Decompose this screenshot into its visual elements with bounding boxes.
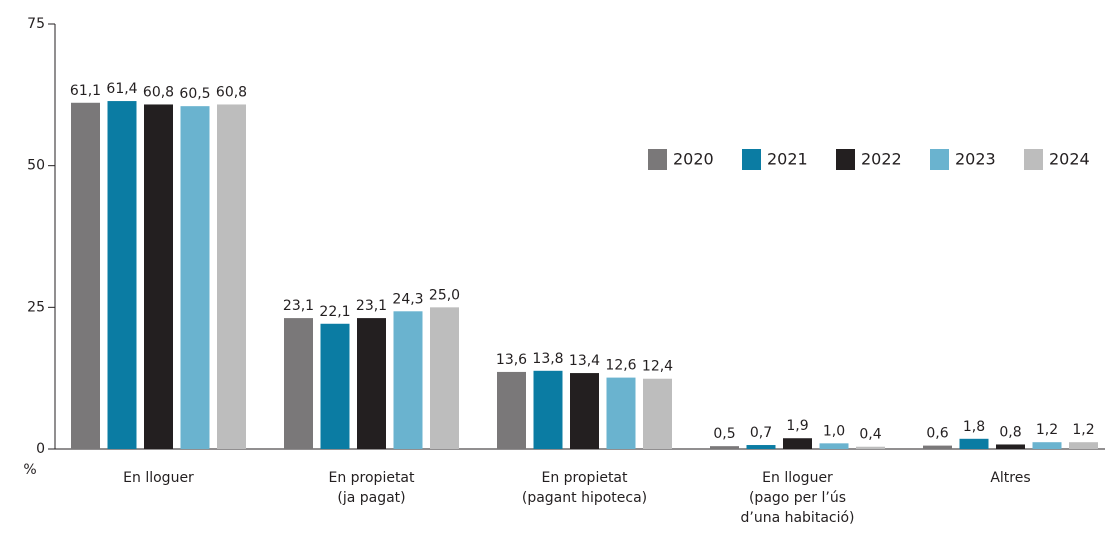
- bar: [710, 446, 739, 449]
- value-label: 60,8: [216, 84, 247, 100]
- legend-swatch: [648, 149, 667, 170]
- value-label: 23,1: [283, 298, 314, 314]
- bar: [357, 318, 386, 449]
- bar: [1032, 442, 1062, 449]
- legend-swatch: [836, 149, 855, 170]
- legend-label: 2024: [1049, 150, 1090, 169]
- bar: [570, 373, 599, 449]
- value-label: 13,4: [569, 353, 600, 369]
- bar: [606, 377, 636, 449]
- x-tick-label-line: (ja pagat): [337, 490, 405, 506]
- legend-label: 2020: [673, 150, 714, 169]
- value-label: 61,1: [70, 83, 101, 99]
- bar: [144, 104, 173, 449]
- bar: [180, 106, 210, 450]
- x-tick-label-line: Altres: [990, 470, 1030, 486]
- bar: [533, 370, 563, 449]
- x-tick-label-line: En lloguer: [123, 470, 194, 486]
- value-label: 0,6: [926, 426, 948, 442]
- value-label: 13,8: [532, 351, 563, 367]
- x-tick-label-line: En lloguer: [762, 470, 833, 486]
- value-label: 23,1: [356, 298, 387, 314]
- bar: [819, 443, 849, 449]
- value-label: 12,6: [605, 358, 636, 374]
- bar: [71, 102, 100, 450]
- value-label: 1,0: [823, 423, 845, 439]
- x-tick-label-line: (pago per l’ús: [749, 490, 846, 506]
- legend-label: 2023: [955, 150, 996, 169]
- bar: [320, 323, 350, 449]
- value-label: 22,1: [319, 304, 350, 320]
- legend-swatch: [742, 149, 761, 170]
- legend-swatch: [1024, 149, 1043, 170]
- x-tick-label: En propietat (ja pagat): [328, 470, 415, 506]
- x-tick-label: Altres: [990, 470, 1030, 486]
- bar: [783, 438, 812, 449]
- legend-label: 2021: [767, 150, 808, 169]
- y-axis-label: %: [23, 462, 36, 478]
- value-label: 60,5: [179, 86, 210, 102]
- legend-label: 2022: [861, 150, 902, 169]
- bar: [497, 371, 526, 449]
- value-label: 25,0: [429, 287, 460, 303]
- x-tick-label: En lloguer (pago per l’ús d’una habitació): [740, 470, 854, 526]
- x-tick-label: En lloguer: [123, 470, 194, 486]
- bar: [1069, 442, 1098, 449]
- y-tick-label: 75: [27, 16, 45, 32]
- value-label: 12,4: [642, 359, 673, 375]
- bar: [959, 438, 989, 449]
- value-label: 24,3: [392, 291, 423, 307]
- value-label: 1,8: [963, 419, 985, 435]
- y-tick-label: 0: [36, 441, 45, 457]
- bar: [643, 378, 672, 449]
- value-label: 61,4: [106, 81, 137, 97]
- bar: [996, 444, 1025, 449]
- bar: [430, 307, 459, 449]
- y-tick-label: 25: [27, 299, 45, 315]
- y-tick-label: 50: [27, 158, 45, 174]
- bar: [393, 311, 423, 449]
- bar: [923, 445, 952, 449]
- value-label: 0,8: [999, 424, 1021, 440]
- value-label: 13,6: [496, 352, 527, 368]
- value-label: 0,7: [750, 425, 772, 441]
- value-label: 1,2: [1072, 422, 1094, 438]
- value-label: 1,9: [786, 418, 808, 434]
- x-tick-label-line: (pagant hipoteca): [522, 490, 647, 506]
- x-tick-label-line: En propietat: [541, 470, 628, 486]
- bar: [856, 446, 885, 449]
- bar: [746, 445, 776, 449]
- bar: [107, 101, 137, 450]
- x-tick-label-line: En propietat: [328, 470, 415, 486]
- x-tick-label-line: d’una habitació): [740, 510, 854, 526]
- value-label: 1,2: [1036, 422, 1058, 438]
- bar: [284, 318, 313, 449]
- x-tick-label: En propietat (pagant hipoteca): [522, 470, 647, 506]
- legend-swatch: [930, 149, 949, 170]
- value-label: 60,8: [143, 84, 174, 100]
- value-label: 0,5: [713, 426, 735, 442]
- bar: [217, 104, 246, 449]
- value-label: 0,4: [859, 427, 881, 443]
